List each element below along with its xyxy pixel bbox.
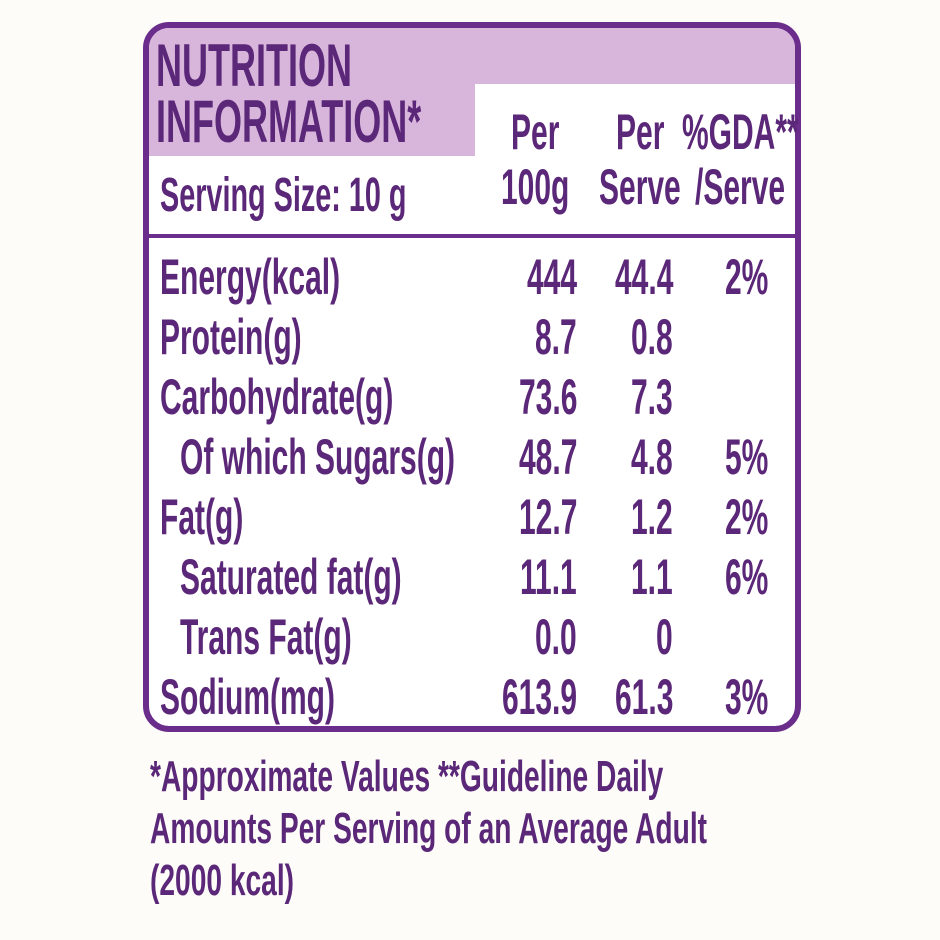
nutrient-value: 4.8: [631, 429, 673, 485]
footnote: (2000 kcal): [150, 856, 295, 905]
nutrient-value: 0: [656, 609, 673, 665]
nutrient-value: 12.7: [518, 489, 578, 545]
title: INFORMATION*: [156, 88, 422, 155]
nutrient-value: 3%: [724, 669, 769, 725]
nutrient-value: 7.3: [631, 369, 673, 425]
label-box: [143, 22, 801, 732]
column-header: %GDA**: [681, 104, 799, 160]
nutrient-name: Protein(g): [160, 309, 302, 365]
nutrient-value: 44.4: [614, 249, 674, 305]
header-band: [149, 84, 475, 156]
nutrient-value: 1.1: [631, 549, 673, 605]
nutrient-name: Fat(g): [160, 489, 244, 545]
divider: [149, 234, 795, 238]
nutrient-value: 48.7: [518, 429, 578, 485]
footnote: *Approximate Values **Guideline Daily: [150, 752, 664, 801]
nutrient-name: Sodium(mg): [160, 669, 335, 725]
nutrient-value: 2%: [724, 489, 769, 545]
nutrient-value: 73.6: [518, 369, 578, 425]
nutrient-name: Of which Sugars(g): [180, 429, 456, 485]
nutrient-value: 5%: [724, 429, 769, 485]
title: NUTRITION: [156, 32, 352, 99]
nutrient-value: 11.1: [520, 549, 577, 605]
nutrient-value: 1.2: [631, 489, 673, 545]
nutrient-name: Trans Fat(g): [180, 609, 352, 665]
column-header: Serve: [599, 159, 681, 215]
nutrient-name: Carbohydrate(g): [160, 369, 394, 425]
nutrient-name: Saturated fat(g): [180, 549, 402, 605]
nutrient-value: 0.8: [631, 309, 673, 365]
nutrient-value: 8.7: [535, 309, 577, 365]
header-band: [149, 28, 795, 84]
serving-size: Serving Size: 10 g: [160, 169, 407, 222]
footnote: Amounts Per Serving of an Average Adult: [150, 804, 708, 853]
nutrient-name: Energy(kcal): [160, 249, 341, 305]
nutrient-value: 0.0: [535, 609, 577, 665]
column-header: Per: [510, 104, 560, 160]
column-header: 100g: [500, 159, 570, 215]
nutrient-value: 613.9: [502, 669, 578, 725]
nutrient-value: 2%: [724, 249, 769, 305]
column-header: Per: [615, 104, 665, 160]
column-header: /Serve: [695, 159, 786, 215]
nutrient-value: 6%: [724, 549, 769, 605]
nutrient-value: 61.3: [614, 669, 674, 725]
nutrient-value: 444: [527, 249, 578, 305]
